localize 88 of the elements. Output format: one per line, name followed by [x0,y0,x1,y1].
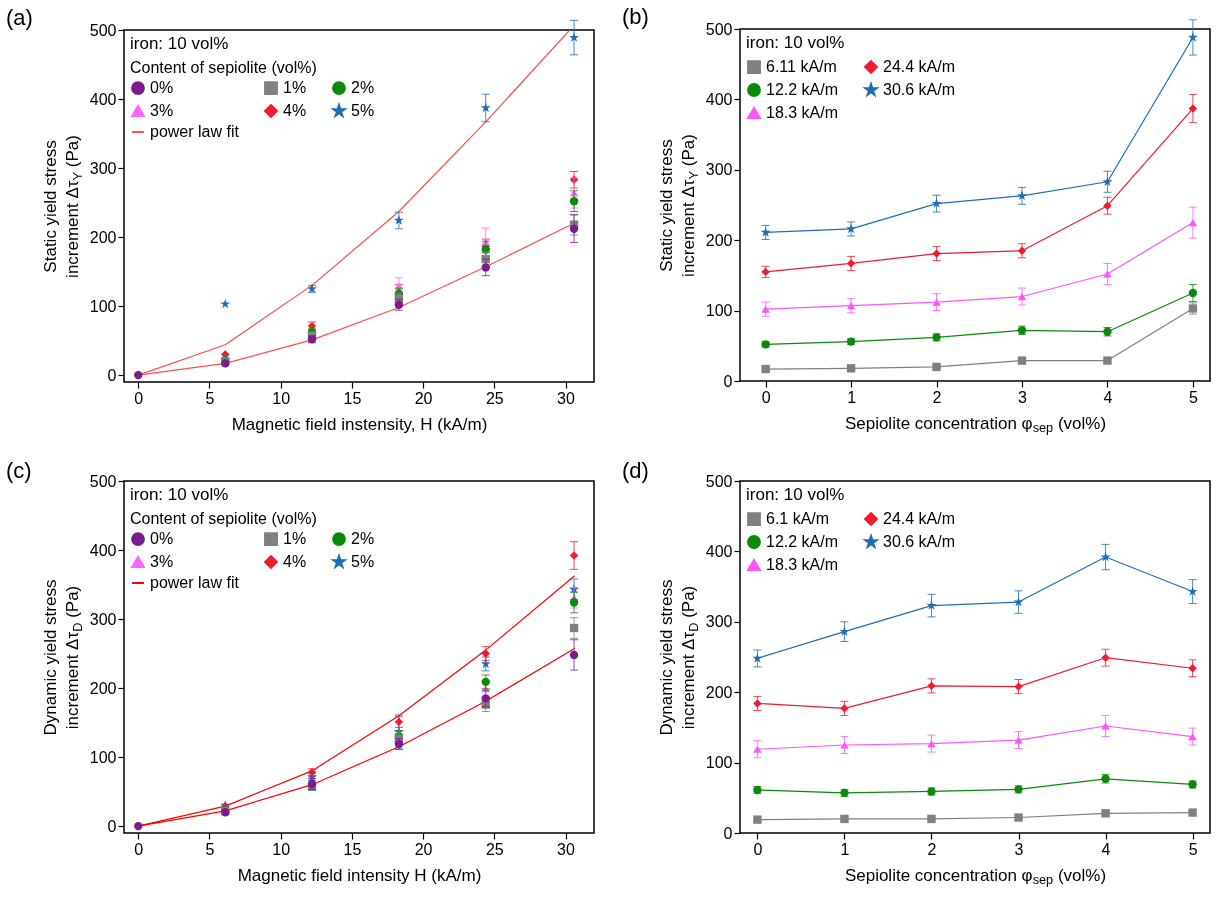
y-tick-label: 400 [705,90,733,108]
legend-label: 30.6 kA/m [883,81,956,98]
legend-label: 1% [283,530,307,548]
y-tick-label: 500 [705,20,733,38]
x-tick-label: 2 [932,388,942,406]
x-tick-label: 0 [753,840,763,858]
y-tick-label: 200 [89,679,117,697]
chart-title: (b) [622,4,649,30]
y-tick-label: 100 [705,302,733,320]
y-tick-label: 100 [89,748,117,766]
y-tick-label: 500 [705,472,733,490]
x-tick-label: 5 [205,389,215,407]
x-tick-label: 0 [761,388,771,406]
legend-label: 6.11 kA/m [766,58,837,76]
y-tick-label: 0 [107,366,117,384]
x-tick-label: 4 [1103,388,1113,406]
legend-label: power law fit [150,123,240,140]
y-tick-label: 200 [705,231,733,249]
x-tick-label: 5 [1188,388,1198,406]
x-tick-label: 5 [205,840,215,858]
annotation: iron: 10 vol% [130,34,229,53]
x-tick-label: 1 [847,388,857,406]
x-tick-label: 4 [1101,840,1111,858]
annotation: iron: 10 vol% [130,485,229,504]
y-tick-label: 400 [705,542,733,560]
x-axis-title: Magnetic field instensity, H (kA/m) [231,414,488,434]
y-tick-label: 400 [89,541,117,559]
y-tick-label: 200 [89,228,117,246]
legend-label: 3% [150,553,174,570]
legend-label: 1% [283,79,307,97]
x-tick-label: 2 [927,840,937,858]
x-tick-label: 30 [557,840,576,858]
legend-label: 12.2 kA/m [766,533,839,550]
x-tick-label: 3 [1014,840,1024,858]
x-tick-label: 15 [343,389,362,407]
y-tick-label: 100 [89,297,117,315]
x-tick-label: 0 [134,840,144,858]
x-tick-label: 25 [485,840,504,858]
y-tick-label: 0 [723,372,733,390]
x-tick-label: 10 [272,389,291,407]
legend-label: 18.3 kA/m [766,556,839,573]
x-tick-label: 30 [557,389,576,407]
y-tick-label: 300 [705,613,733,631]
x-axis-title: Sepiolite concentration φ$_{sep}$ (vol%) [844,865,1107,888]
y-tick-label: 100 [705,754,733,772]
y-tick-label: 300 [705,161,733,179]
y-tick-label: 300 [89,610,117,628]
x-tick-label: 5 [1188,840,1198,858]
chart-title: (d) [622,458,649,483]
x-tick-label: 0 [134,389,144,407]
x-tick-label: 15 [343,840,362,858]
y-tick-label: 0 [723,824,733,842]
chart-title: (a) [6,4,33,30]
legend-label: 2% [351,79,375,97]
y-tick-label: 500 [89,472,117,490]
annotation: iron: 10 vol% [746,33,845,52]
legend-label: 30.6 kA/m [883,533,956,550]
legend-label: 5% [351,553,375,570]
legend-label: 24.4 kA/m [883,58,956,76]
legend-title: Content of sepiolite (vol%) [130,59,317,76]
legend-label: 2% [351,530,375,548]
x-axis-title: Sepiolite concentration φ$_{sep}$ (vol%) [844,413,1107,436]
legend-label: 0% [150,79,174,97]
x-tick-label: 20 [414,840,433,858]
x-tick-label: 3 [1018,388,1028,406]
legend-label: 24.4 kA/m [883,510,956,528]
y-tick-label: 500 [89,21,117,39]
legend-label: 18.3 kA/m [766,104,839,121]
x-tick-label: 1 [840,840,850,858]
y-tick-label: 200 [705,683,733,701]
chart-title: (c) [6,458,32,483]
y-tick-label: 400 [89,90,117,108]
legend-label: 4% [283,553,307,570]
legend-label: 4% [283,102,307,119]
legend-title: Content of sepiolite (vol%) [130,510,317,527]
legend-label: 0% [150,530,174,548]
legend-label: 3% [150,102,174,119]
x-tick-label: 10 [272,840,291,858]
annotation: iron: 10 vol% [746,485,845,504]
x-axis-title: Magnetic field intensity H (kA/m) [237,865,482,885]
x-tick-label: 25 [485,389,504,407]
x-tick-label: 20 [414,389,433,407]
y-tick-label: 300 [89,159,117,177]
legend-label: power law fit [150,574,240,591]
legend-label: 5% [351,102,375,119]
legend-label: 6.1 kA/m [766,510,830,528]
y-tick-label: 0 [107,817,117,835]
legend-label: 12.2 kA/m [766,81,839,98]
